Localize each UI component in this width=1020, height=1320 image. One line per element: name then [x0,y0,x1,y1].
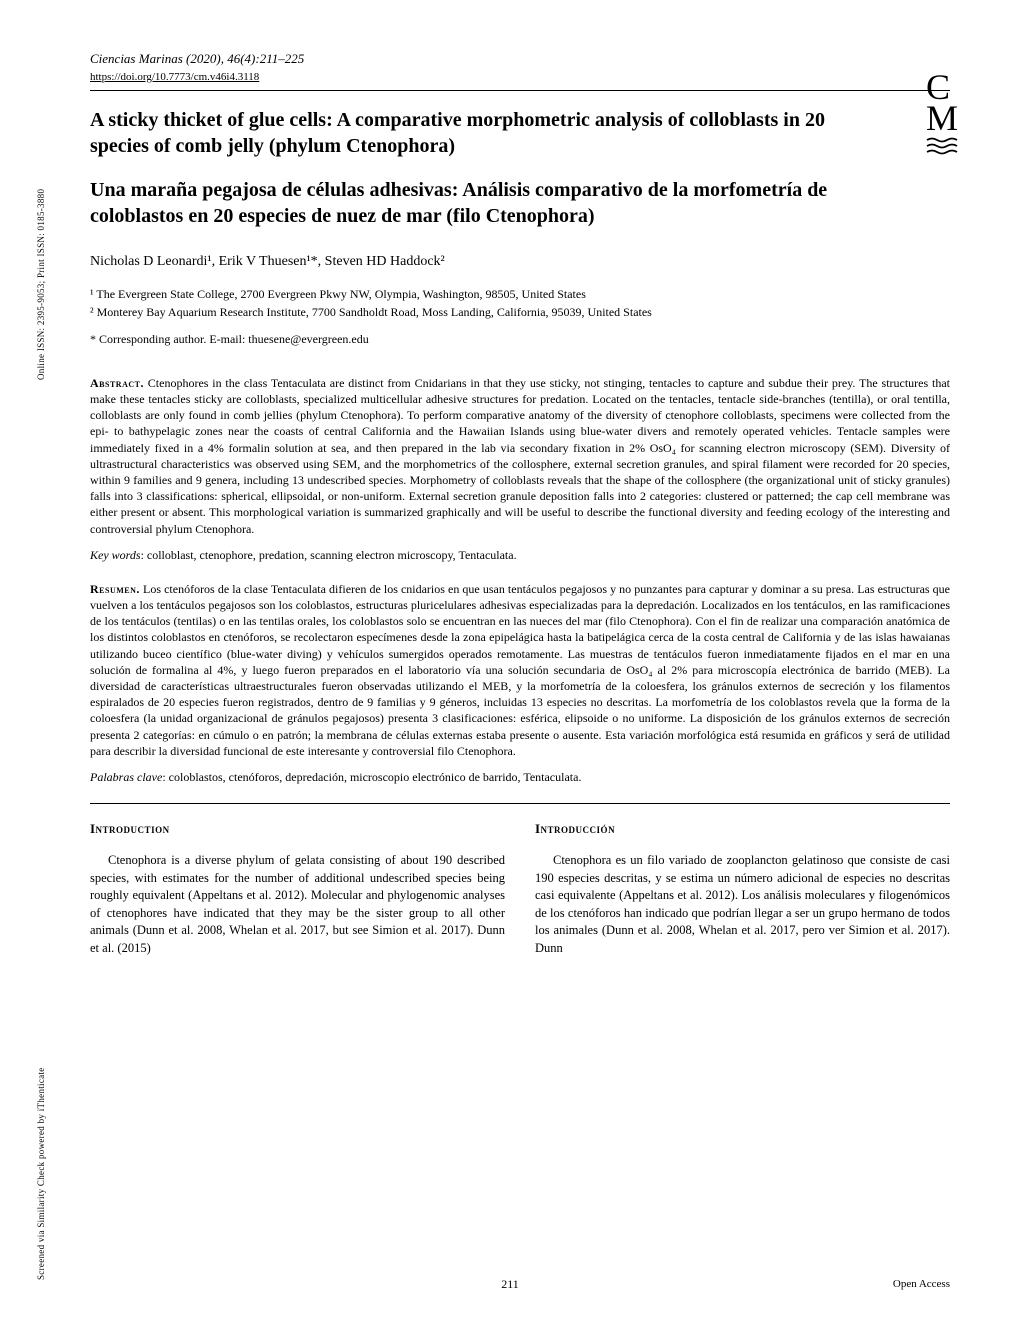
article-title-spanish: Una maraña pegajosa de células adhesivas… [90,177,890,229]
introduction-para-en: Ctenophora is a diverse phylum of gelata… [90,852,505,957]
introduction-para-es: Ctenophora es un filo variado de zooplan… [535,852,950,957]
palabras-clave-text: : coloblastos, ctenóforos, depredación, … [162,770,581,784]
abstract-rule [90,803,950,804]
open-access-label: Open Access [893,1277,950,1292]
introduction-heading-en: Introduction [90,820,505,838]
journal-citation: Ciencias Marinas (2020), 46(4):211–225 [90,50,950,68]
keywords-label: Key words [90,548,141,562]
header-rule [90,90,950,91]
introduction-heading-es: Introducción [535,820,950,838]
corresponding-author: * Corresponding author. E-mail: thuesene… [90,331,950,347]
abstract-spanish: Resumen. Los ctenóforos de la clase Tent… [90,581,950,759]
article-title-english: A sticky thicket of glue cells: A compar… [90,107,870,159]
logo-letter-m: M [926,103,960,134]
affiliation-2: ² Monterey Bay Aquarium Research Institu… [90,304,950,320]
resumen-text: Los ctenóforos de la clase Tentaculata d… [90,582,950,758]
doi-link[interactable]: https://doi.org/10.7773/cm.v46i4.3118 [90,70,950,85]
abstract-label: Abstract. [90,376,144,390]
column-english: Introduction Ctenophora is a diverse phy… [90,820,505,957]
abstract-text: Ctenophores in the class Tentaculata are… [90,376,950,536]
keywords-spanish: Palabras clave: coloblastos, ctenóforos,… [90,769,950,785]
keywords-text: : colloblast, ctenophore, predation, sca… [141,548,517,562]
abstract-english: Abstract. Ctenophores in the class Tenta… [90,375,950,537]
issn-side-text: Online ISSN: 2395-9053; Print ISSN: 0185… [35,100,47,380]
resumen-label: Resumen. [90,582,140,596]
keywords-english: Key words: colloblast, ctenophore, preda… [90,547,950,563]
palabras-clave-label: Palabras clave [90,770,162,784]
author-list: Nicholas D Leonardi¹, Erik V Thuesen¹*, … [90,253,950,272]
journal-logo: C M [926,72,960,156]
screening-side-text: Screened via Similarity Check powered by… [35,1060,47,1280]
column-spanish: Introducción Ctenophora es un filo varia… [535,820,950,957]
body-columns: Introduction Ctenophora is a diverse phy… [90,820,950,957]
affiliation-1: ¹ The Evergreen State College, 2700 Ever… [90,286,950,302]
logo-waves-icon [926,137,960,156]
page-number: 211 [501,1276,519,1292]
